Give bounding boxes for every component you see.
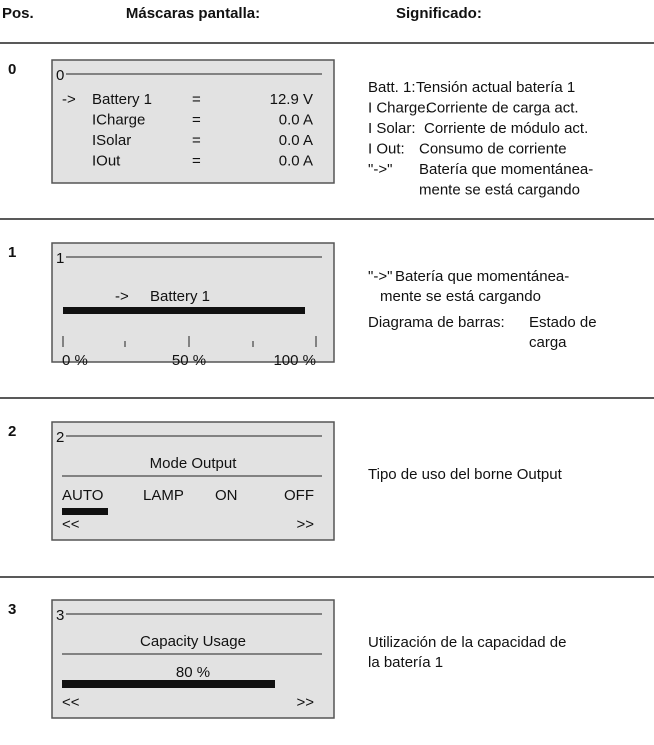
desc-label: I Out: — [368, 140, 405, 157]
desc-label: I Solar: — [368, 120, 416, 137]
header-meaning: Significado: — [396, 5, 482, 22]
charge-bar — [63, 307, 305, 314]
desc-label: I Charge: — [368, 99, 430, 116]
nav-prev: << — [62, 516, 80, 533]
field-eq: = — [192, 91, 201, 108]
desc-text: Batería que momentánea- — [419, 161, 593, 178]
screen-number: 3 — [56, 607, 64, 624]
field-name: ICharge — [92, 111, 145, 128]
field-name: Battery 1 — [92, 91, 152, 108]
capacity-bar — [62, 680, 275, 688]
field-name: ISolar — [92, 132, 131, 149]
nav-next: >> — [296, 694, 314, 711]
field-value: 0.0 A — [279, 152, 313, 169]
desc-label: "->" — [368, 161, 392, 178]
header-pos: Pos. — [2, 5, 34, 22]
screen-title: Battery 1 — [150, 288, 210, 305]
screen-number: 0 — [56, 67, 64, 84]
field-eq: = — [192, 132, 201, 149]
desc-text: Corriente de carga act. — [426, 99, 579, 116]
desc-text: mente se está cargando — [419, 181, 580, 198]
nav-next: >> — [296, 516, 314, 533]
screen-title: Mode Output — [150, 455, 238, 472]
arrow: -> — [62, 91, 76, 108]
capacity-value: 80 % — [176, 664, 210, 681]
desc-text: Utilización de la capacidad de — [368, 634, 566, 651]
arrow: -> — [115, 288, 129, 305]
mode-option: OFF — [284, 487, 314, 504]
mode-option: LAMP — [143, 487, 184, 504]
field-eq: = — [192, 111, 201, 128]
screen-number: 1 — [56, 250, 64, 267]
scale-label: 50 % — [172, 352, 206, 369]
header-masks: Máscaras pantalla: — [126, 5, 260, 22]
field-name: IOut — [92, 152, 121, 169]
desc-label: Batt. 1: — [368, 79, 416, 96]
desc-text: Estado de — [529, 314, 597, 331]
scale-label: 0 % — [62, 352, 88, 369]
pos-number: 0 — [8, 61, 16, 78]
field-eq: = — [192, 152, 201, 169]
screen-title: Capacity Usage — [140, 633, 246, 650]
desc-text: Tensión actual batería 1 — [416, 79, 575, 96]
desc-text: la batería 1 — [368, 654, 443, 671]
pos-number: 2 — [8, 423, 16, 440]
lcd-screen — [51, 421, 335, 541]
screen-number: 2 — [56, 429, 64, 446]
desc-label: "->" — [368, 268, 392, 285]
desc-label: Diagrama de barras: — [368, 314, 505, 331]
mode-option: ON — [215, 487, 238, 504]
lcd-screen — [51, 242, 335, 363]
desc-text: carga — [529, 334, 567, 351]
field-value: 0.0 A — [279, 132, 313, 149]
scale-label: 100 % — [273, 352, 316, 369]
field-value: 12.9 V — [270, 91, 313, 108]
lcd-screen — [51, 599, 335, 719]
lcd-screen — [51, 59, 335, 184]
pos-number: 3 — [8, 601, 16, 618]
nav-prev: << — [62, 694, 80, 711]
desc-text: Tipo de uso del borne Output — [368, 466, 563, 483]
desc-text: Consumo de corriente — [419, 140, 567, 157]
desc-text: Corriente de módulo act. — [424, 120, 588, 137]
field-value: 0.0 A — [279, 111, 313, 128]
selection-bar — [62, 508, 108, 515]
desc-text: Batería que momentánea- — [395, 268, 569, 285]
pos-number: 1 — [8, 244, 16, 261]
mode-option: AUTO — [62, 487, 103, 504]
desc-text: mente se está cargando — [380, 288, 541, 305]
